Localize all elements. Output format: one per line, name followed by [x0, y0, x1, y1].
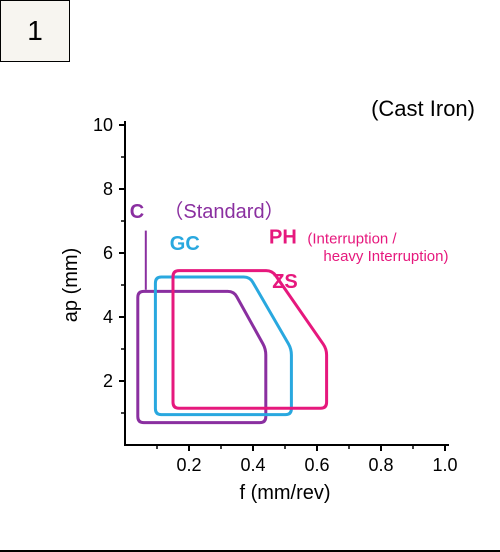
- svg-text:ZS: ZS: [272, 271, 298, 293]
- svg-text:PH: PH: [269, 226, 297, 248]
- svg-text:0.8: 0.8: [368, 455, 393, 475]
- svg-text:4: 4: [103, 307, 113, 327]
- svg-text:2: 2: [103, 371, 113, 391]
- svg-text:GC: GC: [170, 233, 200, 255]
- svg-text:6: 6: [103, 243, 113, 263]
- svg-text:8: 8: [103, 179, 113, 199]
- page: 1 (Cast Iron) 2468100.20.40.60.81.0f (mm…: [0, 0, 500, 552]
- svg-text:0.2: 0.2: [176, 455, 201, 475]
- svg-text:ap (mm): ap (mm): [60, 248, 82, 322]
- svg-text:0.4: 0.4: [240, 455, 265, 475]
- svg-text:heavy Interruption): heavy Interruption): [323, 248, 448, 265]
- svg-text:f (mm/rev): f (mm/rev): [239, 482, 330, 504]
- figure-index-box: 1: [0, 0, 70, 62]
- svg-text:（Standard）: （Standard）: [163, 200, 284, 223]
- svg-text:10: 10: [93, 115, 113, 135]
- svg-text:1.0: 1.0: [432, 455, 457, 475]
- svg-text:(Interruption /: (Interruption /: [307, 230, 397, 247]
- svg-text:C: C: [130, 201, 144, 223]
- chart-svg: 2 4 6 8 10 0.2 0.4 0.6 0.8 1.0 f (mm/rev) ap (mm) C （…: [55, 70, 495, 540]
- svg-text:0.6: 0.6: [304, 455, 329, 475]
- figure-index: 1: [27, 15, 43, 47]
